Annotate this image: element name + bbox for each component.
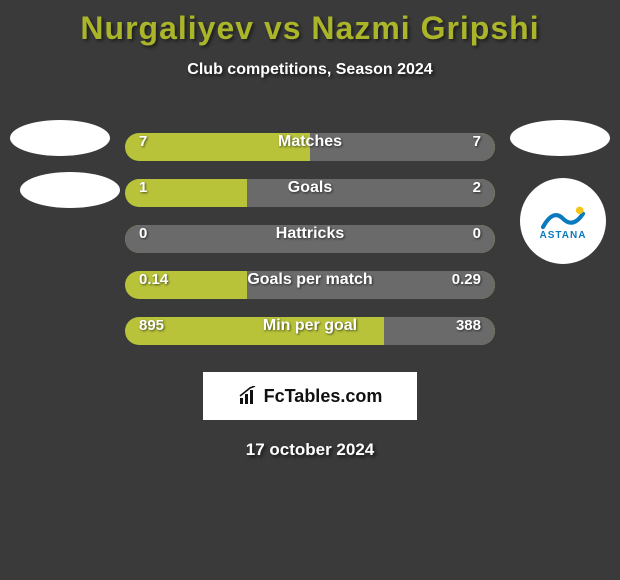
stat-bar: 0.140.29Goals per match: [125, 271, 495, 299]
stat-label: Min per goal: [263, 317, 357, 335]
stat-row: 12Goals: [0, 170, 620, 216]
fctables-logo: FcTables.com: [238, 386, 383, 407]
stat-value-right: 0: [473, 225, 481, 242]
stat-bar: 895 388 Min per goal: [125, 317, 495, 345]
page-title: Nurgaliyev vs Nazmi Gripshi: [0, 0, 620, 47]
stat-row: 00Hattricks: [0, 216, 620, 262]
stat-row: 77Matches: [0, 124, 620, 170]
stat-value-left: 895: [139, 317, 164, 334]
stat-bar-right-fill: [125, 225, 495, 253]
stat-bar-right-fill: [247, 179, 495, 207]
stat-value-left: 7: [139, 133, 147, 150]
fctables-text: FcTables.com: [264, 386, 383, 407]
fctables-logo-box: FcTables.com: [203, 372, 417, 420]
stat-value-left: 0.14: [139, 271, 168, 288]
chart-icon: [238, 386, 260, 406]
subtitle: Club competitions, Season 2024: [0, 61, 620, 79]
stat-bar: 12Goals: [125, 179, 495, 207]
stats-container: 77Matches12Goals00Hattricks0.140.29Goals…: [0, 124, 620, 354]
stat-value-left: 0: [139, 225, 147, 242]
stat-value-right: 2: [473, 179, 481, 196]
stat-bar: 77Matches: [125, 133, 495, 161]
stat-row: 895 388 Min per goal: [0, 308, 620, 354]
stat-row: 0.140.29Goals per match: [0, 262, 620, 308]
stat-bar: 00Hattricks: [125, 225, 495, 253]
stat-value-right: 7: [473, 133, 481, 150]
stat-value-left: 1: [139, 179, 147, 196]
date-text: 17 october 2024: [0, 440, 620, 460]
stat-value-right: 0.29: [452, 271, 481, 288]
stat-bar-right-fill: [310, 133, 495, 161]
stat-value-right: 388: [456, 317, 481, 334]
